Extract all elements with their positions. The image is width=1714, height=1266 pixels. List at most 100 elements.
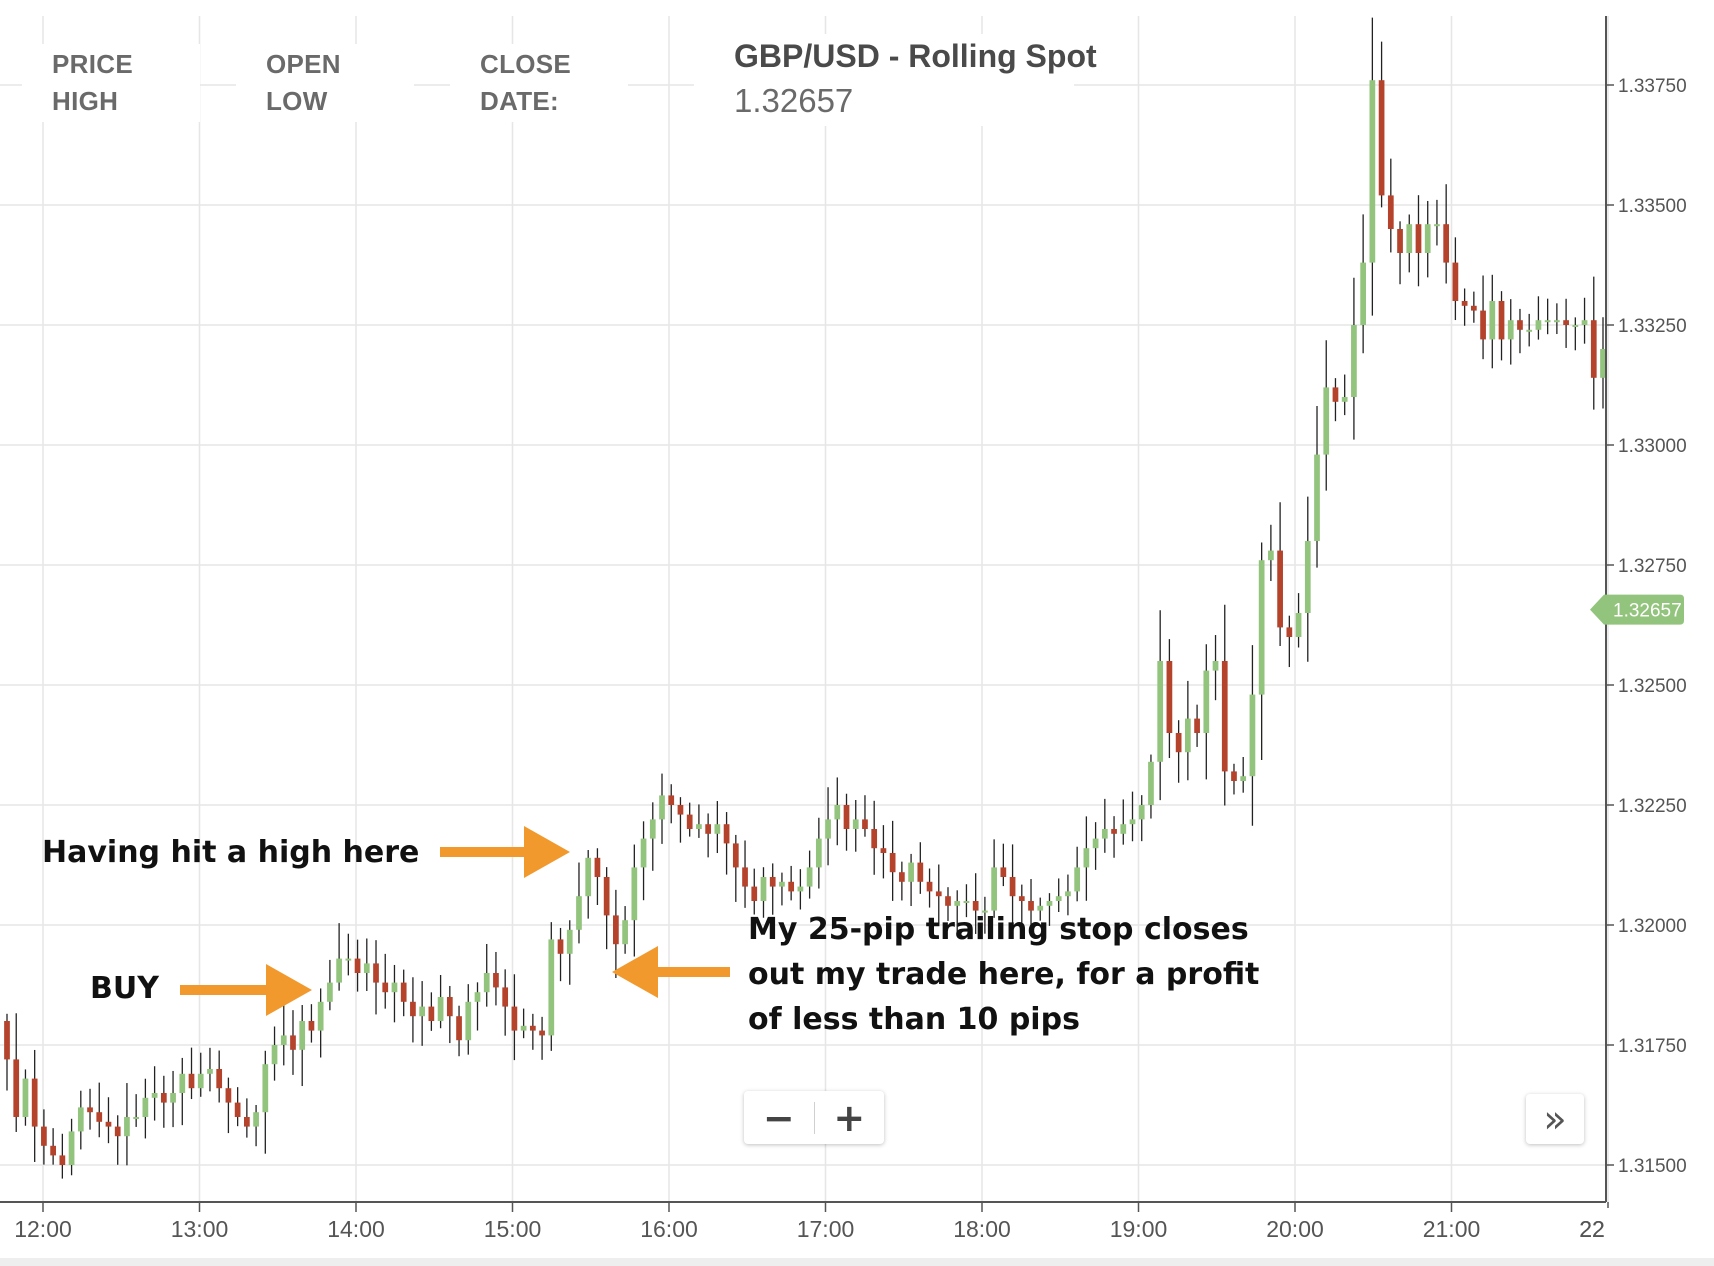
legend-open-label: OPEN — [266, 49, 341, 79]
candle-body — [677, 805, 684, 815]
candle-body — [1369, 80, 1376, 263]
y-tick-label: 1.33500 — [1618, 196, 1687, 217]
candle-body — [1295, 613, 1302, 637]
candle-body — [705, 824, 711, 834]
candle-body — [373, 963, 379, 983]
candle-body — [908, 862, 914, 882]
zoom-out-button[interactable]: − — [762, 1095, 795, 1140]
candle-body — [696, 824, 702, 829]
candle-body — [1046, 901, 1053, 906]
stop-annotation-line3: of less than 10 pips — [748, 1002, 1080, 1037]
candle-body — [244, 1117, 250, 1127]
candle-body — [843, 805, 850, 829]
x-tick-label: 20:00 — [1266, 1216, 1324, 1242]
buy-arrow — [180, 964, 312, 1016]
candle-body — [59, 1155, 66, 1165]
candle-body — [1184, 718, 1191, 753]
arrow-layer — [180, 826, 730, 1016]
candle-body — [1074, 867, 1081, 892]
candle-body — [1018, 896, 1025, 901]
zoom-in-button[interactable]: + — [833, 1095, 866, 1140]
stop-annotation-line2: out my trade here, for a profit — [748, 957, 1260, 992]
x-tick-label-last: 22:00 — [1579, 1216, 1637, 1242]
y-tick-label: 1.33750 — [1618, 76, 1687, 97]
ohlc-legend — [22, 44, 200, 122]
candle-body — [576, 896, 582, 930]
stop-annotation-line1: My 25-pip trailing stop closes — [748, 912, 1249, 947]
candle-body — [1037, 905, 1044, 911]
candle-body — [1507, 320, 1514, 340]
candle-body — [963, 901, 970, 903]
candle-body — [945, 896, 951, 906]
candle-layer — [4, 17, 1606, 1179]
candle-body — [548, 939, 555, 1036]
candle-body — [354, 958, 361, 973]
candle-body — [299, 1021, 306, 1050]
candle-body — [419, 1006, 426, 1017]
legend-close-box — [450, 44, 628, 122]
current-price-label: 1.32657 — [1613, 601, 1682, 622]
candle-body — [197, 1073, 204, 1089]
candle-body — [640, 838, 647, 868]
candle-body — [649, 819, 656, 839]
y-tick-label: 1.32500 — [1618, 676, 1687, 697]
candle-body — [1175, 733, 1182, 753]
candle-body — [751, 886, 758, 901]
candle-body — [1009, 877, 1016, 897]
candle-body — [1563, 320, 1569, 325]
y-tick-label: 1.33250 — [1618, 316, 1687, 337]
candle-body — [1341, 397, 1348, 402]
candle-body — [631, 867, 638, 921]
y-tick-label: 1.32750 — [1618, 556, 1687, 577]
candle-body — [96, 1112, 103, 1122]
candle-body — [446, 997, 453, 1017]
candle-body — [1489, 301, 1496, 340]
symbol-box — [694, 34, 1074, 126]
candle-body — [216, 1069, 223, 1089]
candle-body — [1028, 901, 1034, 911]
candle-body — [207, 1069, 213, 1074]
candle-body — [327, 982, 333, 1002]
candle-body — [760, 877, 767, 901]
legend-open-box — [236, 44, 414, 122]
candle-body — [1517, 320, 1523, 330]
candle-body — [179, 1073, 186, 1093]
candle-body — [1120, 824, 1127, 834]
x-tick-label: 13:00 — [171, 1216, 229, 1242]
legend-price-label: PRICE — [52, 49, 133, 79]
candle-body — [1111, 829, 1117, 834]
candle-body — [1397, 229, 1403, 253]
candle-body — [1424, 224, 1431, 253]
candle-body — [271, 1045, 278, 1065]
candle-body — [151, 1093, 158, 1098]
candle-body — [825, 819, 831, 839]
legend-date-label: DATE: — [480, 86, 560, 116]
candle-body — [1378, 80, 1385, 196]
candle-body — [862, 819, 868, 829]
legend-high-label: HIGH — [52, 86, 119, 116]
candle-body — [1221, 661, 1228, 772]
candle-body — [428, 1006, 435, 1021]
candle-body — [935, 891, 942, 897]
candle-body — [105, 1121, 112, 1127]
symbol-title: GBP/USD - Rolling Spot — [734, 38, 1097, 74]
candle-body — [87, 1107, 93, 1113]
candle-body — [1000, 867, 1007, 877]
x-tick-label: 16:00 — [640, 1216, 698, 1242]
candle-body — [594, 857, 601, 877]
candle-body — [465, 1001, 472, 1041]
y-tick-label: 1.32000 — [1618, 916, 1687, 937]
candle-body — [603, 877, 610, 916]
x-tick-label: 12:00 — [14, 1216, 72, 1242]
buy-annotation: BUY — [90, 971, 159, 1006]
candle-body — [133, 1117, 140, 1119]
candle-body — [1148, 761, 1154, 805]
high-arrow — [440, 826, 570, 878]
candle-body — [1590, 320, 1597, 378]
candle-body — [336, 958, 342, 983]
candle-body — [1443, 224, 1450, 263]
candle-body — [1470, 305, 1477, 311]
scroll-right-button[interactable]: » — [1526, 1094, 1584, 1144]
